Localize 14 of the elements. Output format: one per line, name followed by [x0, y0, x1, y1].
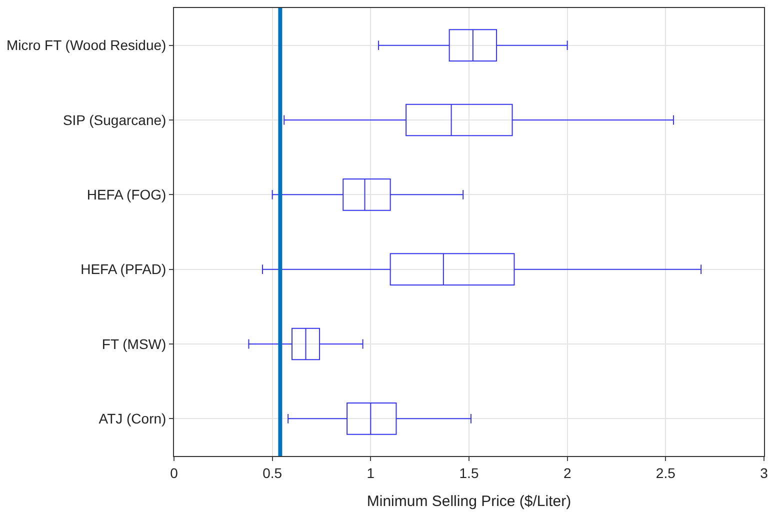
x-tick-label: 2.5	[656, 464, 676, 481]
y-tick-label: SIP (Sugarcane)	[62, 112, 166, 128]
x-tick-label: 3	[760, 464, 768, 481]
x-tick-label: 0	[170, 464, 178, 481]
x-axis-title: Minimum Selling Price ($/Liter)	[366, 492, 572, 510]
y-tick-label: Micro FT (Wood Residue)	[6, 37, 166, 54]
y-tick-label: FT (MSW)	[102, 336, 166, 352]
x-tick-label: 1	[366, 464, 375, 481]
y-tick-label: HEFA (FOG)	[86, 186, 166, 203]
y-tick-label: HEFA (PFAD)	[80, 261, 166, 278]
x-tick-label: 2	[563, 464, 572, 481]
x-tick-label: 0.5	[262, 464, 282, 481]
y-tick-label: ATJ (Corn)	[98, 410, 166, 427]
x-tick-label: 1.5	[459, 464, 479, 481]
